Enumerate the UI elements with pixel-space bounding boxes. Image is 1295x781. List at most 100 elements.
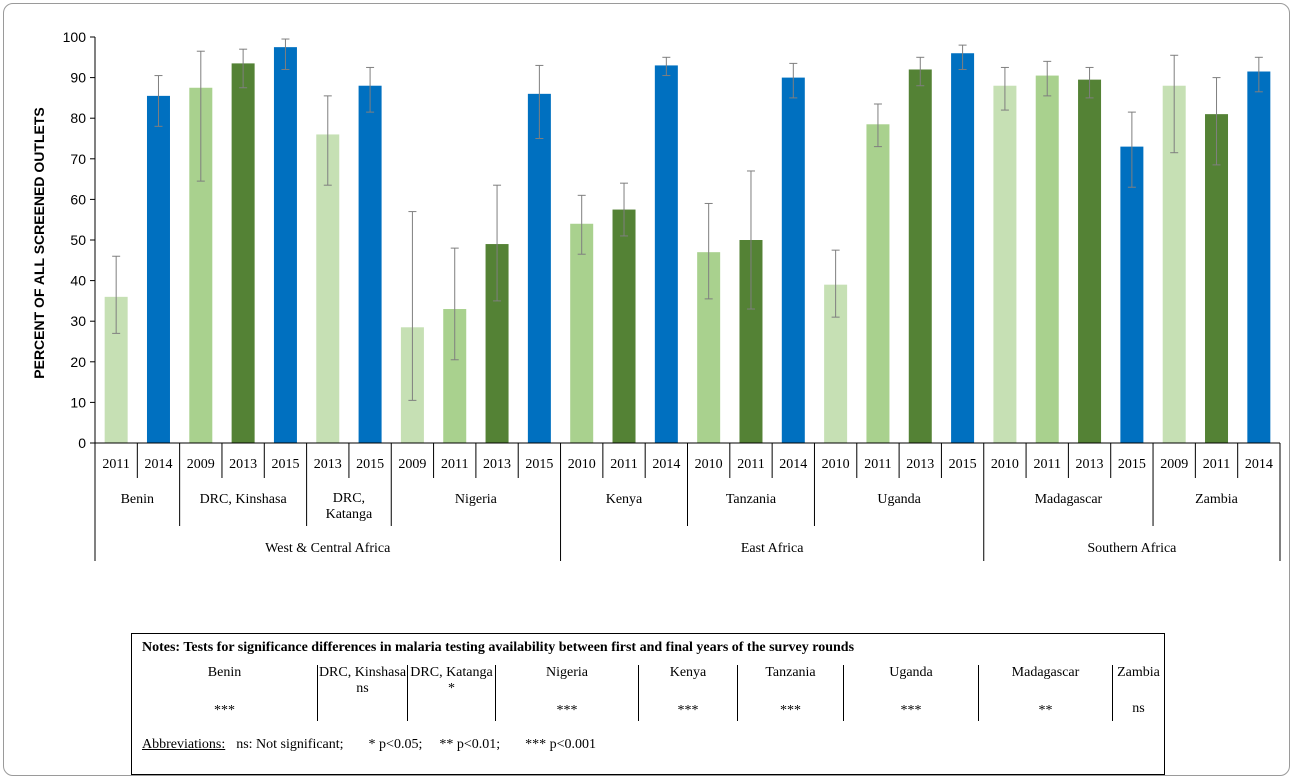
notes-country: Uganda [889,665,933,680]
notes-country: DRC, Katanga [410,665,493,680]
year-label: 2015 [949,457,977,472]
bar [654,65,678,444]
country-label: Zambia [1195,492,1239,507]
year-label: 2011 [610,457,637,472]
y-axis-ticks: 0 10 20 30 40 50 60 70 80 90 100 [63,29,95,451]
bar [316,134,340,443]
year-label: 2011 [864,457,891,472]
year-label: 2010 [991,457,1019,472]
bar [189,87,213,443]
y-tick-label: 100 [63,29,87,45]
year-label: 2015 [1118,457,1146,472]
bars [104,38,1271,444]
year-label: 2013 [483,457,511,472]
year-label: 2015 [356,457,384,472]
year-label: 2015 [271,457,299,472]
notes-col-tanzania: Tanzania *** [738,665,844,721]
notes-title: Notes: Tests for significance difference… [142,640,855,655]
year-label: 2014 [779,457,807,472]
notes-col-uganda: Uganda *** [844,665,979,721]
figure-frame [3,3,1290,776]
y-tick-label: 90 [70,70,86,86]
bar [570,223,594,443]
notes-col-drc-kinshasa: DRC, Kinshasa ns [318,665,408,721]
axes [94,37,1280,444]
bar [951,53,975,444]
year-label: 2015 [525,457,553,472]
notes-col-zambia: Zambia ns [1113,665,1164,721]
bar [104,296,128,443]
region-label: Southern Africa [1087,541,1177,556]
year-label: 2014 [1245,457,1273,472]
bar [1078,79,1102,443]
year-label: 2009 [398,457,426,472]
year-label: 2009 [1160,457,1188,472]
bar [781,77,805,443]
country-label: Uganda [877,492,921,507]
bar-chart: PERCENT OF ALL SCREENED OUTLETS 0 10 20 30 4… [31,29,1281,561]
y-tick-label: 40 [70,273,86,289]
notes-box: Notes: Tests for significance difference… [131,633,1165,775]
country-label: Benin [121,492,154,507]
bar [1120,146,1144,443]
notes-country: Nigeria [546,665,588,680]
bar [146,95,170,444]
notes-significance: *** [677,703,699,718]
country-label: Kenya [606,492,643,507]
y-tick-label: 70 [70,151,86,167]
year-label: 2013 [906,457,934,472]
notes-significance: ** [1038,703,1053,718]
country-label: Tanzania [726,492,777,507]
year-label: 2010 [568,457,596,472]
bar [697,252,721,443]
notes-significance: * [448,681,455,696]
country-label: Katanga [326,507,373,522]
abbreviations-line: Abbreviations: ns: Not significant; * p<… [142,737,596,753]
year-label: 2013 [229,457,257,472]
notes-significance: *** [900,703,922,718]
year-label: 2009 [187,457,215,472]
x-axis-categories: 2011 2014 2009 2013 2015 2013 2015 2009 2011 2013… [94,443,1281,561]
y-tick-label: 30 [70,313,86,329]
notes-col-nigeria: Nigeria *** [496,665,639,721]
year-label: 2010 [695,457,723,472]
bar [739,240,763,443]
year-label: 2011 [102,457,129,472]
bar [1162,85,1186,443]
y-tick-label: 20 [70,354,86,370]
notes-country: Kenya [669,665,707,680]
abbreviations-label: Abbreviations: [142,737,226,752]
bar [908,69,932,443]
year-label: 2010 [822,457,850,472]
country-label: Nigeria [455,492,498,507]
bar [824,284,848,443]
year-label: 2011 [441,457,468,472]
notes-col-kenya: Kenya *** [639,665,738,721]
bar [485,244,509,443]
notes-country: Tanzania [765,665,816,680]
bar [612,209,636,443]
year-label: 2014 [652,457,680,472]
year-label: 2013 [1076,457,1104,472]
notes-significance: ns [356,681,369,696]
country-label: DRC, [333,491,365,506]
year-label: 2011 [1203,457,1230,472]
bar [993,85,1017,443]
year-label: 2011 [737,457,764,472]
abbrev-p001: *** p<0.001 [525,737,597,752]
year-label: 2013 [314,457,342,472]
abbrev-ns: ns: Not significant; [236,737,344,752]
y-tick-label: 0 [78,435,86,451]
notes-country: DRC, Kinshasa [318,665,407,680]
bar [527,93,551,443]
y-tick-label: 10 [70,394,86,410]
region-label: West & Central Africa [265,541,391,556]
region-label: East Africa [741,541,804,556]
bar [1035,75,1059,443]
notes-col-benin: Benin *** [132,665,318,721]
y-tick-label: 80 [70,110,86,126]
notes-significance: *** [214,703,235,718]
y-axis-title: PERCENT OF ALL SCREENED OUTLETS [31,107,47,378]
bar [231,63,255,443]
notes-significance: *** [780,703,801,718]
